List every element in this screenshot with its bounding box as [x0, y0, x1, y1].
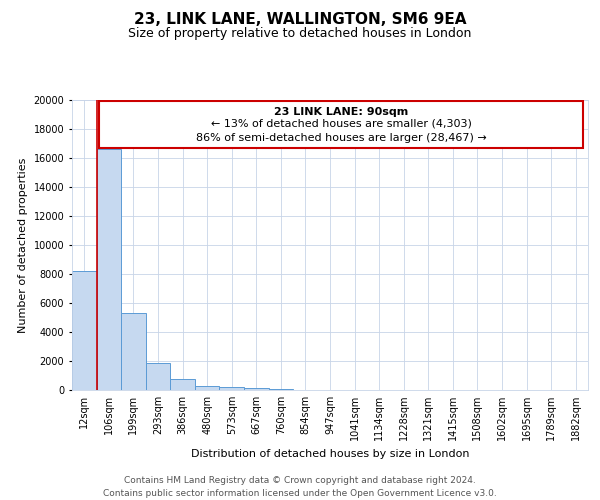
Bar	[72, 271, 97, 390]
Bar	[121, 313, 146, 390]
Bar	[99, 102, 583, 148]
Text: Size of property relative to detached houses in London: Size of property relative to detached ho…	[128, 28, 472, 40]
Text: Contains HM Land Registry data © Crown copyright and database right 2024.
Contai: Contains HM Land Registry data © Crown c…	[103, 476, 497, 498]
Bar	[220, 388, 244, 390]
Text: ← 13% of detached houses are smaller (4,303): ← 13% of detached houses are smaller (4,…	[211, 118, 472, 128]
Text: 23 LINK LANE: 90sqm: 23 LINK LANE: 90sqm	[274, 106, 408, 117]
Bar	[244, 388, 269, 390]
Text: 86% of semi-detached houses are larger (28,467) →: 86% of semi-detached houses are larger (…	[196, 132, 487, 142]
X-axis label: Distribution of detached houses by size in London: Distribution of detached houses by size …	[191, 448, 469, 458]
Text: 23, LINK LANE, WALLINGTON, SM6 9EA: 23, LINK LANE, WALLINGTON, SM6 9EA	[134, 12, 466, 28]
Bar	[170, 379, 195, 390]
Bar	[195, 386, 220, 390]
Bar	[97, 150, 121, 390]
Bar	[269, 389, 293, 390]
Y-axis label: Number of detached properties: Number of detached properties	[18, 158, 28, 332]
Bar	[146, 363, 170, 390]
